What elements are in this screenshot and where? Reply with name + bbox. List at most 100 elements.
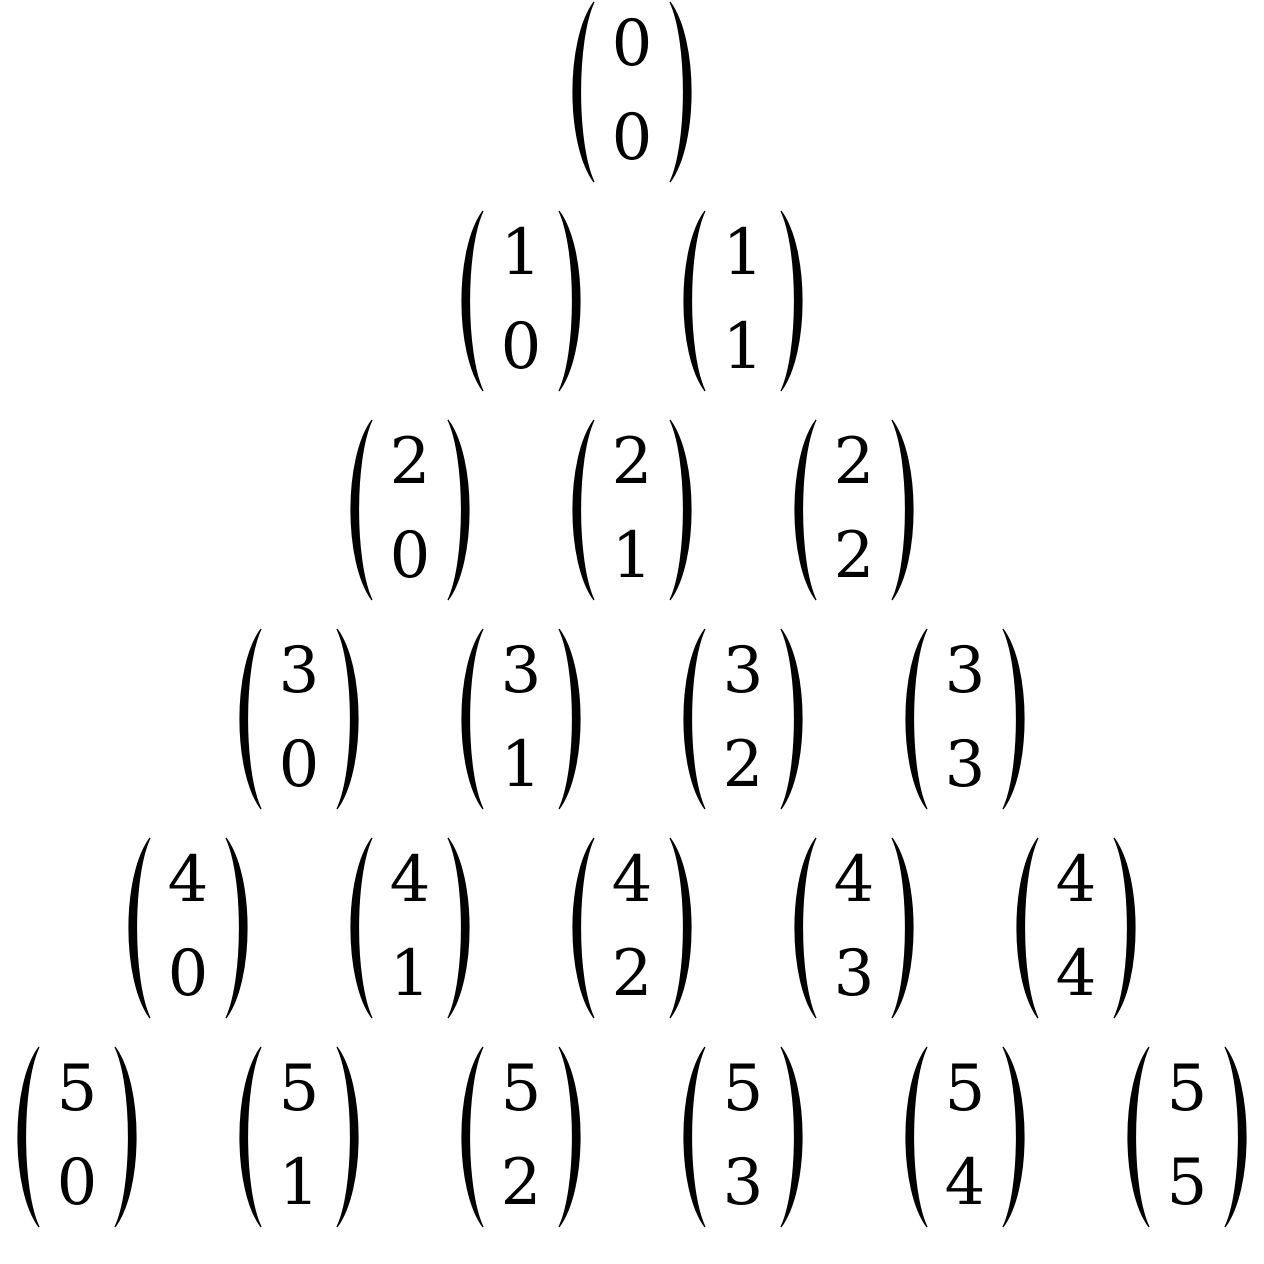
binomial-bottom-number: 0 — [611, 101, 653, 175]
binomial-bottom-number: 3 — [722, 1146, 764, 1220]
left-parenthesis — [683, 1046, 706, 1228]
binomial-bottom-number: 3 — [944, 728, 986, 802]
right-parenthesis — [114, 1046, 137, 1228]
binomial-bottom-number: 2 — [500, 1146, 542, 1220]
binomial-bottom-number: 0 — [500, 310, 542, 384]
binomial-bottom-number: 2 — [833, 519, 875, 593]
binomial-top-number: 5 — [278, 1052, 320, 1126]
left-parenthesis — [1127, 1046, 1150, 1228]
left-parenthesis — [128, 837, 151, 1019]
binomial-bottom-number: 3 — [833, 937, 875, 1011]
binomial-top-number: 2 — [833, 425, 875, 499]
binomial-top-number: 4 — [1055, 843, 1097, 917]
binomial-top-number: 0 — [611, 7, 653, 81]
right-parenthesis — [891, 837, 914, 1019]
left-parenthesis — [905, 628, 928, 810]
right-parenthesis — [1113, 837, 1136, 1019]
right-parenthesis — [780, 210, 803, 392]
left-parenthesis — [572, 1, 595, 183]
binomial-bottom-number: 0 — [56, 1146, 98, 1220]
right-parenthesis — [447, 837, 470, 1019]
binomial-bottom-number: 1 — [389, 937, 431, 1011]
binomial-bottom-number: 1 — [278, 1146, 320, 1220]
right-parenthesis — [558, 1046, 581, 1228]
left-parenthesis — [461, 1046, 484, 1228]
right-parenthesis — [558, 210, 581, 392]
right-parenthesis — [891, 419, 914, 601]
binomial-bottom-number: 5 — [1166, 1146, 1208, 1220]
left-parenthesis — [17, 1046, 40, 1228]
binomial-top-number: 2 — [389, 425, 431, 499]
right-parenthesis — [780, 1046, 803, 1228]
left-parenthesis — [239, 1046, 262, 1228]
binomial-top-number: 5 — [500, 1052, 542, 1126]
left-parenthesis — [572, 837, 595, 1019]
binomial-bottom-number: 0 — [278, 728, 320, 802]
left-parenthesis — [683, 628, 706, 810]
binomial-top-number: 4 — [833, 843, 875, 917]
binomial-bottom-number: 2 — [722, 728, 764, 802]
right-parenthesis — [780, 628, 803, 810]
binomial-bottom-number: 4 — [1055, 937, 1097, 1011]
binomial-top-number: 5 — [56, 1052, 98, 1126]
binomial-top-number: 4 — [389, 843, 431, 917]
right-parenthesis — [1002, 1046, 1025, 1228]
left-parenthesis — [461, 210, 484, 392]
binomial-bottom-number: 1 — [611, 519, 653, 593]
right-parenthesis — [336, 628, 359, 810]
binomial-top-number: 4 — [611, 843, 653, 917]
right-parenthesis — [447, 419, 470, 601]
right-parenthesis — [1224, 1046, 1247, 1228]
binomial-bottom-number: 4 — [944, 1146, 986, 1220]
left-parenthesis — [1016, 837, 1039, 1019]
left-parenthesis — [905, 1046, 928, 1228]
binomial-top-number: 3 — [278, 634, 320, 708]
right-parenthesis — [558, 628, 581, 810]
right-parenthesis — [336, 1046, 359, 1228]
right-parenthesis — [669, 837, 692, 1019]
binomial-top-number: 1 — [500, 216, 542, 290]
left-parenthesis — [794, 837, 817, 1019]
left-parenthesis — [572, 419, 595, 601]
binomial-top-number: 5 — [722, 1052, 764, 1126]
left-parenthesis — [461, 628, 484, 810]
binomial-top-number: 4 — [167, 843, 209, 917]
left-parenthesis — [794, 419, 817, 601]
binomial-bottom-number: 2 — [611, 937, 653, 1011]
binomial-bottom-number: 1 — [500, 728, 542, 802]
binomial-top-number: 3 — [722, 634, 764, 708]
right-parenthesis — [1002, 628, 1025, 810]
binomial-bottom-number: 0 — [167, 937, 209, 1011]
left-parenthesis — [350, 419, 373, 601]
left-parenthesis — [350, 837, 373, 1019]
right-parenthesis — [669, 419, 692, 601]
binomial-top-number: 3 — [944, 634, 986, 708]
left-parenthesis — [683, 210, 706, 392]
binomial-top-number: 3 — [500, 634, 542, 708]
binomial-bottom-number: 1 — [722, 310, 764, 384]
binomial-bottom-number: 0 — [389, 519, 431, 593]
binomial-top-number: 1 — [722, 216, 764, 290]
binomial-top-number: 5 — [1166, 1052, 1208, 1126]
right-parenthesis — [225, 837, 248, 1019]
